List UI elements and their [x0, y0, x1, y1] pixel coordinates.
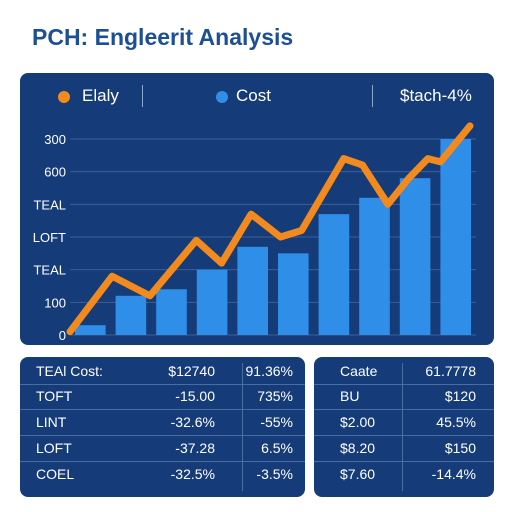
table-cell: Caate — [340, 363, 378, 379]
table-cell: $8.20 — [340, 440, 376, 456]
table-cell: 735% — [257, 388, 293, 404]
legend-divider — [142, 85, 143, 107]
y-tick-label: TEAL — [33, 263, 66, 278]
table-cell: 91.36% — [245, 363, 293, 379]
chart-plot: 0 100 TEAL LOFT TEAL 600 300 — [33, 122, 476, 343]
legend-swatch-cost — [216, 91, 228, 103]
table-cell: 45.5% — [436, 414, 476, 430]
y-tick-label: LOFT — [33, 230, 66, 245]
bar — [440, 139, 471, 335]
legend-label-cost: Cost — [236, 86, 271, 105]
series-line-elaly — [66, 122, 474, 336]
table-cell: 61.7778 — [425, 363, 476, 379]
table-row: BU $120 — [314, 385, 494, 410]
table-cell: -37.28 — [175, 440, 215, 456]
table-cell: $7.60 — [340, 466, 376, 482]
chart-panel: Elaly Cost $tach-4% 0 100 TEAL LOFT TEAL 600 3… — [20, 73, 494, 345]
table-cell: -15.00 — [175, 388, 215, 404]
bar — [278, 253, 309, 335]
bar — [156, 289, 187, 335]
table-cell: COEL — [36, 466, 75, 482]
table-cell: 6.5% — [261, 440, 293, 456]
bar — [196, 269, 228, 335]
table-cell: $120 — [444, 388, 476, 404]
page-title: PCH: Engleerit Analysis — [32, 24, 294, 50]
bar — [237, 246, 268, 335]
table-cell: LOFT — [36, 440, 72, 456]
y-tick-label: 100 — [44, 295, 66, 310]
y-tick-label: 300 — [44, 132, 66, 147]
column-divider — [402, 363, 403, 491]
table-cell: $150 — [444, 440, 476, 456]
y-tick-label: TEAL — [33, 197, 66, 212]
table-row: Caate 61.7778 — [314, 360, 494, 385]
table-row: TEAl Cost: $12740 91.36% — [20, 360, 305, 385]
bar — [318, 214, 350, 335]
table-cell: -32.5% — [170, 466, 215, 482]
summary-table-left: TEAl Cost: $12740 91.36% TOFT -15.00 735% LINT… — [20, 357, 305, 497]
table-cell: -55% — [260, 414, 293, 430]
legend-divider-2 — [372, 85, 373, 107]
legend-extra: $tach-4% — [400, 86, 472, 105]
table-cell: TEAl Cost: — [36, 363, 103, 379]
bar — [359, 197, 390, 335]
bar — [75, 325, 106, 335]
legend-label-elaly: Elaly — [82, 86, 119, 105]
table-cell: -3.5% — [256, 466, 293, 482]
table-cell: TOFT — [36, 388, 73, 404]
table-row: TOFT -15.00 735% — [20, 385, 305, 410]
table-row: COEL -32.5% -3.5% — [20, 463, 305, 487]
chart-legend: Elaly Cost $tach-4% — [20, 73, 494, 117]
table-row: $7.60 -14.4% — [314, 463, 494, 487]
table-cell: -14.4% — [431, 466, 476, 482]
bar — [399, 178, 431, 335]
y-tick-label: 600 — [44, 165, 66, 180]
table-row: LOFT -37.28 6.5% — [20, 437, 305, 462]
table-row: LINT -32.6% -55% — [20, 411, 305, 436]
table-row: $8.20 $150 — [314, 437, 494, 462]
bar — [115, 295, 147, 335]
table-cell: $12740 — [168, 363, 215, 379]
table-row: $2.00 45.5% — [314, 411, 494, 436]
table-cell: BU — [340, 388, 360, 404]
table-cell: -32.6% — [170, 414, 215, 430]
table-cell: $2.00 — [340, 414, 376, 430]
legend-swatch-elaly — [58, 91, 70, 103]
column-divider — [242, 363, 243, 491]
summary-table-right: Caate 61.7778 BU $120 $2.00 45.5% $8.20 $150 $7.… — [314, 357, 494, 497]
table-cell: LINT — [36, 414, 67, 430]
y-tick-label: 0 — [59, 328, 66, 343]
